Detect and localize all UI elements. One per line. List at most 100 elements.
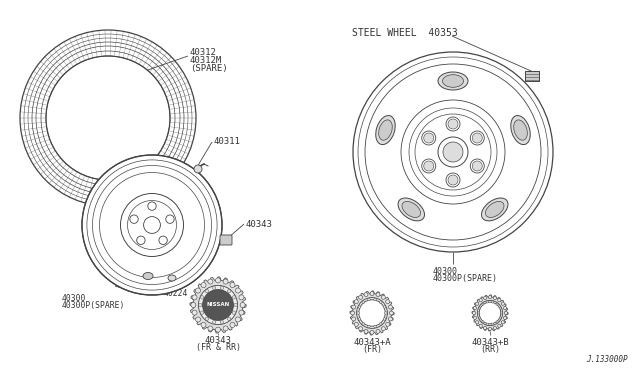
Text: 40300P(SPARE): 40300P(SPARE) (62, 301, 125, 310)
Circle shape (504, 316, 507, 320)
Circle shape (472, 161, 483, 171)
Circle shape (130, 215, 138, 223)
Circle shape (362, 301, 365, 304)
Circle shape (479, 324, 483, 327)
Text: 40224: 40224 (164, 289, 188, 298)
Circle shape (148, 202, 156, 210)
Circle shape (232, 311, 236, 314)
Circle shape (232, 296, 236, 299)
Circle shape (212, 286, 216, 289)
Circle shape (201, 323, 206, 327)
Circle shape (355, 323, 358, 326)
Circle shape (364, 330, 368, 333)
Circle shape (446, 173, 460, 187)
Text: 40312: 40312 (190, 48, 217, 57)
Circle shape (477, 312, 480, 314)
Circle shape (227, 317, 230, 320)
Text: 40343: 40343 (205, 336, 232, 345)
Circle shape (227, 289, 230, 293)
Circle shape (389, 311, 394, 315)
Circle shape (380, 301, 382, 304)
Circle shape (479, 299, 483, 302)
Circle shape (370, 292, 374, 296)
FancyBboxPatch shape (220, 235, 232, 245)
Text: STEEL WHEEL  40353: STEEL WHEEL 40353 (352, 28, 458, 38)
Polygon shape (350, 291, 394, 335)
Circle shape (479, 307, 481, 309)
Text: (FR & RR): (FR & RR) (195, 343, 241, 352)
Circle shape (196, 288, 200, 293)
Circle shape (192, 295, 197, 300)
Circle shape (374, 298, 376, 301)
Circle shape (239, 295, 244, 300)
Circle shape (482, 303, 484, 305)
Ellipse shape (481, 198, 508, 221)
Circle shape (358, 295, 363, 299)
Circle shape (220, 286, 223, 289)
Circle shape (383, 318, 386, 320)
Circle shape (479, 317, 481, 319)
Circle shape (205, 317, 209, 320)
Circle shape (470, 159, 484, 173)
Circle shape (386, 323, 390, 326)
Circle shape (381, 295, 385, 299)
Circle shape (472, 133, 483, 143)
Circle shape (385, 312, 387, 314)
Circle shape (448, 175, 458, 185)
Circle shape (383, 306, 386, 308)
Circle shape (381, 327, 385, 331)
Text: 40300P(SPARE): 40300P(SPARE) (433, 274, 498, 283)
Ellipse shape (379, 120, 392, 140)
Circle shape (198, 303, 202, 307)
Circle shape (223, 326, 228, 331)
Ellipse shape (376, 116, 396, 145)
Circle shape (498, 299, 501, 302)
Text: NISSAN: NISSAN (206, 302, 230, 308)
Circle shape (493, 327, 497, 330)
Text: 40311: 40311 (214, 137, 241, 146)
Polygon shape (190, 277, 246, 333)
Circle shape (504, 311, 508, 315)
Circle shape (362, 323, 365, 325)
Circle shape (386, 299, 390, 304)
Circle shape (205, 289, 209, 293)
Circle shape (236, 288, 241, 293)
Circle shape (474, 316, 477, 320)
Circle shape (388, 305, 392, 309)
Circle shape (500, 312, 502, 314)
Circle shape (46, 56, 170, 180)
Circle shape (203, 289, 234, 320)
Circle shape (477, 301, 502, 326)
Circle shape (499, 317, 501, 319)
Circle shape (424, 133, 434, 143)
Ellipse shape (438, 72, 468, 90)
Circle shape (488, 295, 492, 299)
Circle shape (356, 298, 387, 328)
Text: 40300A: 40300A (115, 280, 144, 289)
Circle shape (351, 317, 356, 321)
Circle shape (376, 293, 380, 296)
Circle shape (370, 330, 374, 334)
Circle shape (357, 312, 360, 314)
Circle shape (220, 321, 223, 324)
Circle shape (493, 296, 497, 299)
Circle shape (353, 52, 553, 252)
Circle shape (482, 321, 484, 323)
Circle shape (234, 303, 237, 307)
Text: (FR): (FR) (362, 345, 382, 354)
Circle shape (200, 311, 204, 314)
Circle shape (374, 325, 376, 328)
Circle shape (376, 330, 380, 333)
Circle shape (240, 302, 245, 308)
Text: 40300: 40300 (62, 294, 86, 303)
Circle shape (380, 323, 382, 325)
Text: 40343+B: 40343+B (471, 338, 509, 347)
Circle shape (486, 301, 488, 303)
Ellipse shape (486, 201, 504, 218)
Circle shape (137, 236, 145, 244)
Circle shape (216, 327, 221, 332)
Circle shape (443, 142, 463, 162)
Circle shape (82, 155, 222, 295)
Circle shape (488, 327, 492, 330)
Circle shape (479, 302, 500, 324)
